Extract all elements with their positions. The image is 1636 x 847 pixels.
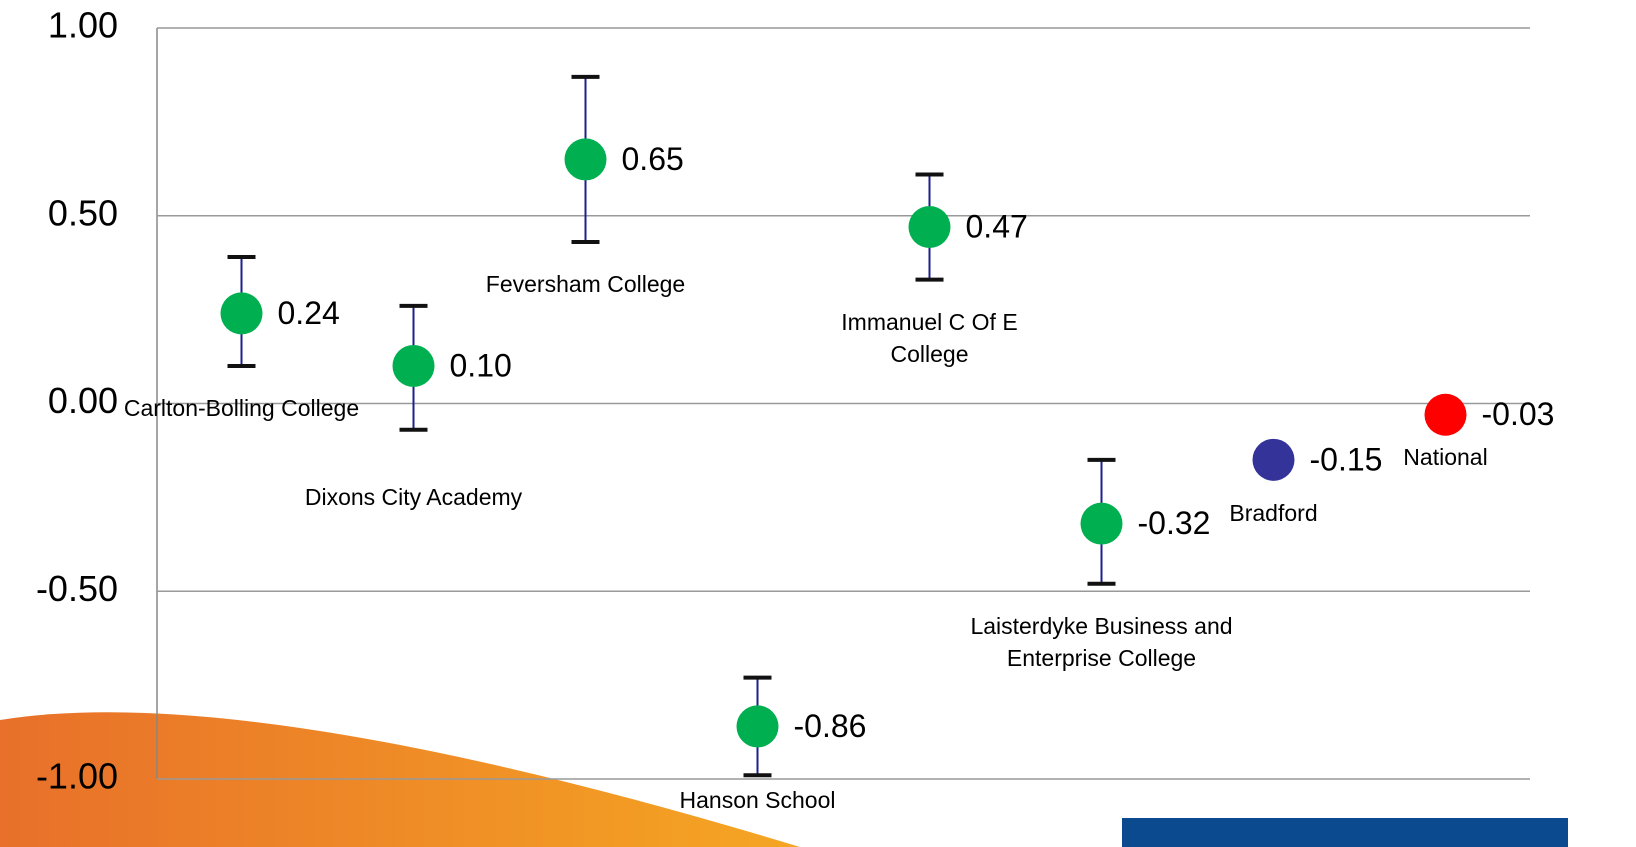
value-label: -0.03 [1482, 396, 1555, 432]
point [1424, 393, 1467, 436]
value-label: -0.86 [794, 708, 867, 744]
y-tick-label: 0.00 [48, 380, 118, 421]
value-label: 0.47 [966, 208, 1028, 244]
value-label: 0.10 [450, 347, 512, 383]
category-label: Carlton-Bolling College [123, 395, 360, 421]
point [736, 705, 779, 748]
value-label: 0.65 [622, 141, 684, 177]
category-label: Bradford [1229, 500, 1318, 526]
decor-bar [1122, 818, 1568, 847]
point [392, 344, 435, 387]
point [908, 206, 951, 249]
value-label: -0.15 [1310, 441, 1383, 477]
value-label: -0.32 [1138, 505, 1211, 541]
category-label: Laisterdyke Business and Enterprise Coll… [970, 613, 1233, 671]
category-label: Hanson School [679, 787, 836, 813]
category-label: Feversham College [485, 271, 686, 297]
category-label: National [1403, 444, 1488, 470]
y-tick-label: 1.00 [48, 5, 118, 46]
point [220, 292, 263, 335]
category-label: Immanuel C Of E College [841, 309, 1018, 367]
point [564, 138, 607, 181]
category-label: Dixons City Academy [304, 484, 523, 510]
point [1080, 502, 1123, 545]
point [1252, 438, 1295, 481]
value-label: 0.24 [278, 295, 340, 331]
y-tick-label: -0.50 [36, 568, 118, 609]
y-tick-label: -1.00 [36, 756, 118, 797]
y-tick-label: 0.50 [48, 192, 118, 233]
